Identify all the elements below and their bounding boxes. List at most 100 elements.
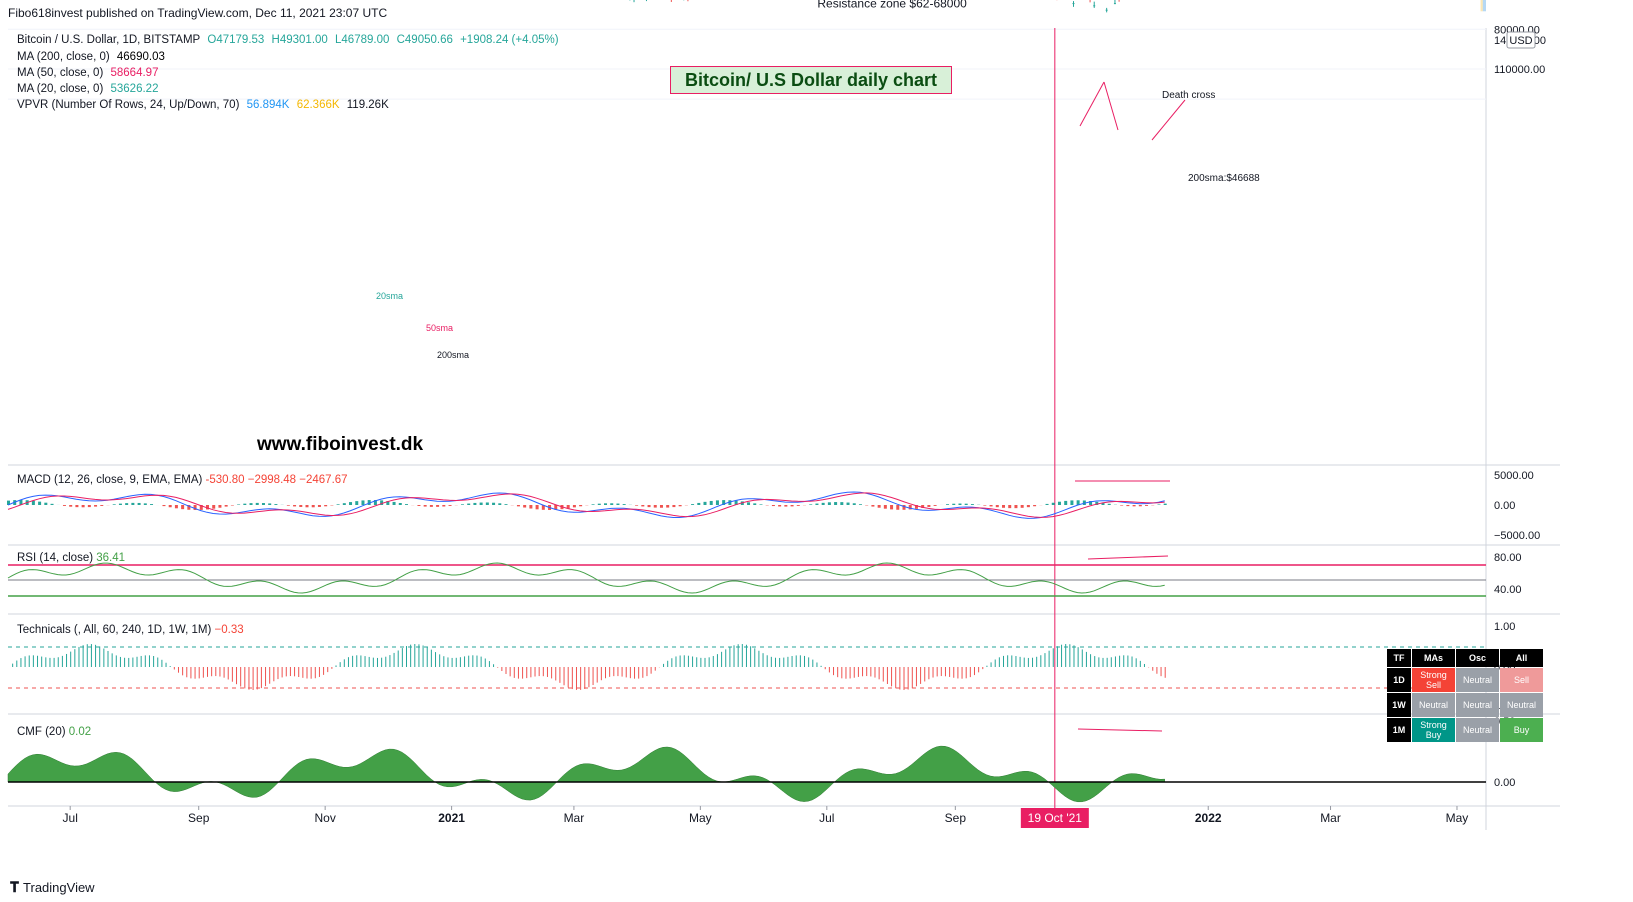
macd-hist-bar <box>442 505 446 507</box>
technicals-bar <box>252 667 254 690</box>
technicals-table-header: TF MAs Osc All <box>1387 649 1543 667</box>
technicals-bar <box>737 644 739 667</box>
macd-legend[interactable]: MACD (12, 26, close, 9, EMA, EMA) -530.8… <box>17 474 348 486</box>
macd-hist-bar <box>473 502 477 505</box>
macd-hist-bar <box>1026 505 1030 508</box>
macd-hist-bar <box>143 503 147 505</box>
technicals-bar <box>1119 655 1121 667</box>
technicals-bar <box>472 655 474 667</box>
macd-hist-bar <box>237 504 241 505</box>
technicals-bar <box>907 667 909 690</box>
macd-hist-bar <box>616 503 620 505</box>
macd-hist-bar <box>771 505 775 507</box>
vpvr-legend[interactable]: VPVR (Number Of Rows, 24, Up/Down, 70) 5… <box>17 99 393 111</box>
technicals-legend[interactable]: Technicals (, All, 60, 240, 1D, 1W, 1M) … <box>17 624 244 636</box>
all-cell: Neutral <box>1500 693 1543 717</box>
ma50-legend[interactable]: MA (50, close, 0) 58664.97 <box>17 67 162 79</box>
time-label: Mar <box>1320 811 1341 825</box>
macd-hist-bar <box>44 502 48 505</box>
technicals-bar <box>256 667 258 690</box>
macd-hist-bar <box>261 503 265 505</box>
rsi-value: 36.41 <box>96 552 126 564</box>
macd-hist-bar <box>691 504 695 505</box>
technicals-bar <box>928 667 930 680</box>
arrow-2 <box>1103 81 1119 131</box>
technicals-bar <box>758 650 760 667</box>
ohlc-change: +1908.24 (+4.05%) <box>460 34 559 46</box>
ohlc-open: O47179.53 <box>207 34 265 46</box>
macd-hist-bar <box>75 505 79 508</box>
macd-hist-bar <box>1014 505 1018 509</box>
macd-hist-bar <box>715 500 719 505</box>
technicals-bar <box>513 667 515 678</box>
technicals-bar <box>679 655 681 667</box>
technicals-bar <box>451 657 453 667</box>
technicals-bar <box>998 657 1000 667</box>
rsi-divergence-arrow <box>1087 555 1169 560</box>
technicals-bar <box>41 656 43 667</box>
technicals-bar <box>965 667 967 679</box>
technicals-bar <box>231 667 233 682</box>
macd-hist-bar <box>827 502 831 505</box>
macd-hist-bar <box>355 501 359 505</box>
macd-hist-bar <box>69 505 73 507</box>
technicals-bar <box>866 667 868 677</box>
technicals-bar <box>667 660 669 667</box>
macd-hist-bar <box>62 505 66 506</box>
technicals-bar <box>779 657 781 667</box>
ohlc-high: H49301.00 <box>271 34 328 46</box>
vpvr-down: 62.366K <box>296 99 340 111</box>
technicals-bar <box>949 667 951 677</box>
ma200-value: 46690.03 <box>116 51 165 63</box>
technicals-bar <box>1065 644 1067 667</box>
technicals-bar <box>265 667 267 687</box>
candle-body <box>1093 5 1096 7</box>
cmf-tick: 0.00 <box>1494 777 1515 789</box>
cmf-legend[interactable]: CMF (20) 0.02 <box>17 726 91 738</box>
macd-hist-bar <box>840 502 844 505</box>
ma200-legend[interactable]: MA (200, close, 0) 46690.03 <box>17 51 169 63</box>
technicals-bar <box>393 652 395 667</box>
macd-hist-bar <box>19 499 23 505</box>
technicals-bar <box>339 662 341 667</box>
publisher-line: Fibo618invest published on TradingView.c… <box>8 6 388 20</box>
rsi-legend[interactable]: RSI (14, close) 36.41 <box>17 552 125 564</box>
technicals-bar <box>410 644 412 667</box>
macd-hist-bar <box>218 505 222 508</box>
macd-hist-bar <box>1070 500 1074 505</box>
technicals-bar <box>1056 646 1058 667</box>
ma20-value: 53626.22 <box>110 83 159 95</box>
macd-hist-bar <box>112 504 116 505</box>
technicals-bar <box>82 645 84 667</box>
tradingview-footer[interactable]: 𝐓⁣ TradingView <box>10 879 95 896</box>
technicals-bar <box>24 656 26 667</box>
technicals-bar <box>824 667 826 670</box>
vp-bar-down <box>1480 0 1483 12</box>
macd-hist-bar <box>162 505 166 507</box>
technicals-bar <box>1069 644 1071 667</box>
technicals-bar <box>1032 657 1034 667</box>
symbol-legend[interactable]: Bitcoin / U.S. Dollar, 1D, BITSTAMP O471… <box>17 34 563 46</box>
technicals-bar <box>269 667 271 684</box>
technicals-bar <box>16 660 18 667</box>
ma20-label: MA (20, close, 0) <box>17 83 104 95</box>
macd-hist-bar <box>659 505 663 508</box>
macd-hist-bar <box>50 503 54 505</box>
technicals-bar <box>820 665 822 667</box>
macd-hist-bar <box>81 505 85 508</box>
technicals-bar <box>1139 660 1141 667</box>
candles-group <box>629 0 1120 13</box>
macd-hist-bar <box>498 503 502 505</box>
technicals-bar <box>915 667 917 687</box>
macd-hist-bar <box>890 505 894 510</box>
technicals-bar <box>53 657 55 667</box>
macd-tick: 5000.00 <box>1494 470 1534 482</box>
technicals-bar <box>418 644 420 667</box>
macd-hist-bar <box>921 505 925 508</box>
technicals-bar <box>994 659 996 667</box>
technicals-bar <box>356 655 358 667</box>
macd-hist-bar <box>429 505 433 507</box>
technicals-bar <box>961 667 963 679</box>
ma20-legend[interactable]: MA (20, close, 0) 53626.22 <box>17 83 162 95</box>
